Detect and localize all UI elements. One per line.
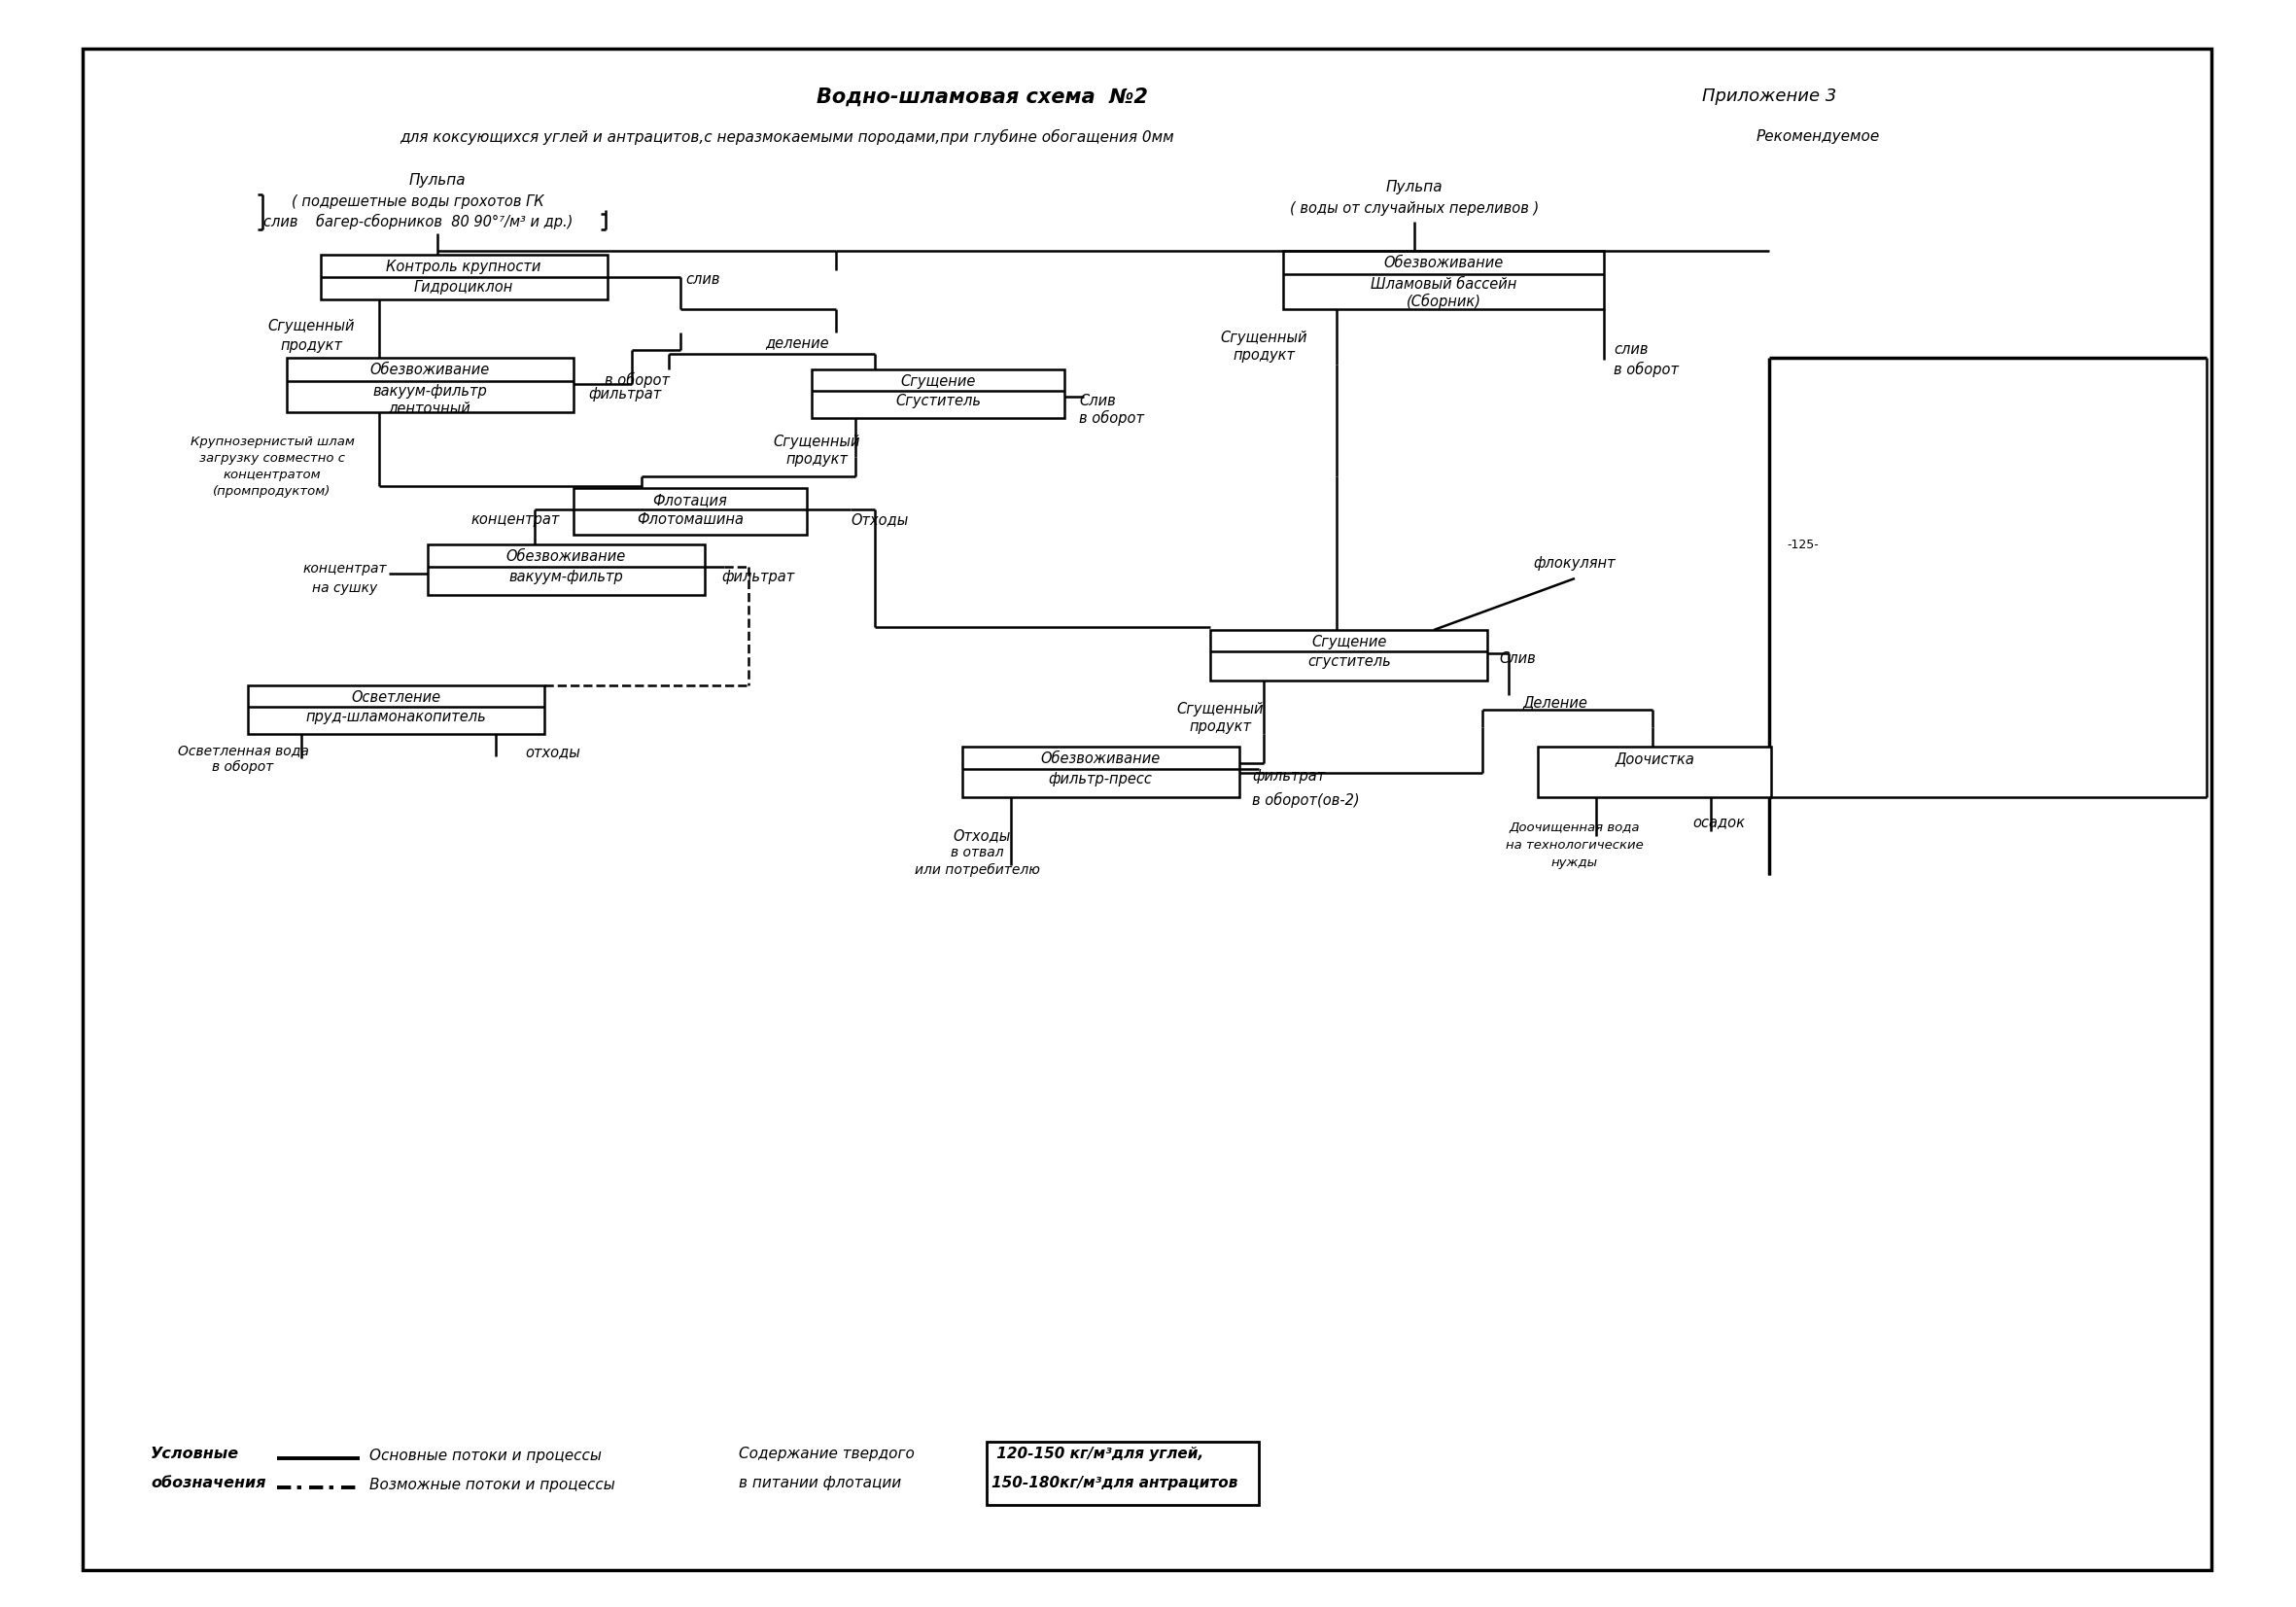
Text: флокулянт: флокулянт xyxy=(1534,556,1616,570)
Text: концентратом: концентратом xyxy=(223,469,321,480)
Text: 150-180кг/м³для антрацитов: 150-180кг/м³для антрацитов xyxy=(992,1475,1238,1490)
Text: (Сборник): (Сборник) xyxy=(1405,294,1481,309)
Text: Обезвоживание: Обезвоживание xyxy=(1040,752,1159,767)
Bar xyxy=(321,254,608,299)
Text: Содержание твердого: Содержание твердого xyxy=(739,1446,914,1461)
Text: деление: деление xyxy=(765,336,829,350)
Text: Шламовый бассейн: Шламовый бассейн xyxy=(1371,276,1518,291)
Text: продукт: продукт xyxy=(1233,349,1295,363)
Text: Пульпа: Пульпа xyxy=(1387,180,1442,194)
Text: отходы: отходы xyxy=(526,744,581,759)
Text: ( воды от случайных переливов ): ( воды от случайных переливов ) xyxy=(1290,201,1538,215)
Bar xyxy=(1210,630,1488,680)
Text: Осветление: Осветление xyxy=(351,691,441,705)
Text: -125-: -125- xyxy=(1786,538,1818,551)
Text: ленточный: ленточный xyxy=(388,402,471,416)
Text: Флотация: Флотация xyxy=(652,493,728,508)
Text: ( подрешетные воды грохотов ГК: ( подрешетные воды грохотов ГК xyxy=(292,194,544,209)
Bar xyxy=(427,545,705,595)
Text: Приложение 3: Приложение 3 xyxy=(1701,87,1837,104)
Text: Доочистка: Доочистка xyxy=(1614,752,1694,767)
Bar xyxy=(248,685,544,734)
Text: Сгуститель: Сгуститель xyxy=(895,394,980,408)
Text: Обезвоживание: Обезвоживание xyxy=(370,363,489,378)
Text: Пульпа: Пульпа xyxy=(409,174,466,188)
Text: пруд-шламонакопитель: пруд-шламонакопитель xyxy=(305,710,487,725)
Text: Сгущение: Сгущение xyxy=(1311,635,1387,649)
Text: фильтрат: фильтрат xyxy=(721,570,794,585)
Text: Деление: Деление xyxy=(1522,696,1589,710)
Text: нужды: нужды xyxy=(1552,857,1598,869)
Text: вакуум-фильтр: вакуум-фильтр xyxy=(372,384,487,399)
Text: Сгущенный: Сгущенный xyxy=(269,318,354,334)
Text: Сгущение: Сгущение xyxy=(900,374,976,389)
Text: Слив: Слив xyxy=(1079,394,1116,408)
Text: Возможные потоки и процессы: Возможные потоки и процессы xyxy=(370,1478,615,1493)
Text: в оборот: в оборот xyxy=(604,373,668,387)
Text: на технологические: на технологические xyxy=(1506,839,1644,852)
Text: продукт: продукт xyxy=(280,339,342,354)
Text: фильтрат: фильтрат xyxy=(588,387,661,402)
Bar xyxy=(987,1441,1258,1504)
Text: в оборот: в оборот xyxy=(1079,410,1143,426)
Text: слив: слив xyxy=(684,272,721,286)
Text: Обезвоживание: Обезвоживание xyxy=(1384,256,1504,270)
Text: Доочищенная вода: Доочищенная вода xyxy=(1508,821,1639,834)
Text: Гидроциклон: Гидроциклон xyxy=(413,280,514,294)
Text: Осветленная вода: Осветленная вода xyxy=(177,744,308,757)
Text: концентрат: концентрат xyxy=(303,562,388,575)
Text: сгуститель: сгуститель xyxy=(1306,654,1391,669)
Text: Сгущенный: Сгущенный xyxy=(1219,331,1306,346)
Text: вакуум-фильтр: вакуум-фильтр xyxy=(507,570,622,585)
Bar xyxy=(813,370,1065,418)
Bar xyxy=(574,489,806,535)
Text: продукт: продукт xyxy=(1189,720,1251,734)
Text: Отходы: Отходы xyxy=(850,513,909,527)
Text: Сгущенный: Сгущенный xyxy=(1176,702,1263,717)
Text: Рекомендуемое: Рекомендуемое xyxy=(1756,129,1880,145)
Text: фильтрат: фильтрат xyxy=(1251,770,1325,784)
Text: Условные: Условные xyxy=(152,1446,239,1461)
Text: Контроль крупности: Контроль крупности xyxy=(386,260,542,275)
Text: загрузку совместно с: загрузку совместно с xyxy=(200,452,344,464)
Bar xyxy=(287,358,574,413)
Text: Основные потоки и процессы: Основные потоки и процессы xyxy=(370,1448,602,1462)
Text: в оборот: в оборот xyxy=(211,760,273,775)
Bar xyxy=(1538,747,1770,797)
Text: Слив: Слив xyxy=(1499,651,1536,665)
Text: на сушку: на сушку xyxy=(312,582,379,595)
Text: Сгущенный: Сгущенный xyxy=(774,434,861,448)
Text: в оборот: в оборот xyxy=(1614,362,1678,378)
Text: слив: слив xyxy=(1614,342,1649,357)
Text: в отвал: в отвал xyxy=(951,845,1003,860)
Text: Крупнозернистый шлам: Крупнозернистый шлам xyxy=(191,435,354,448)
Bar xyxy=(1283,251,1605,309)
Text: для коксующихся углей и антрацитов,с неразмокаемыми породами,при глубине обогаще: для коксующихся углей и антрацитов,с нер… xyxy=(400,129,1176,145)
Text: слив    багер-сборников  80 90°⁷/м³ и др.): слив багер-сборников 80 90°⁷/м³ и др.) xyxy=(264,214,572,230)
Text: или потребителю: или потребителю xyxy=(914,863,1040,877)
Text: продукт: продукт xyxy=(785,452,847,466)
Text: обозначения: обозначения xyxy=(152,1475,266,1490)
Text: в оборот(ов-2): в оборот(ов-2) xyxy=(1251,792,1359,808)
Text: Отходы: Отходы xyxy=(953,828,1010,844)
Text: Водно-шламовая схема  №2: Водно-шламовая схема №2 xyxy=(815,87,1148,108)
Text: 120-150 кг/м³для углей,: 120-150 кг/м³для углей, xyxy=(992,1446,1203,1461)
Text: Обезвоживание: Обезвоживание xyxy=(505,550,625,564)
Text: в питании флотации: в питании флотации xyxy=(739,1475,902,1490)
Text: осадок: осадок xyxy=(1692,815,1745,829)
Text: концентрат: концентрат xyxy=(471,513,560,527)
Text: Флотомашина: Флотомашина xyxy=(636,513,744,527)
Bar xyxy=(962,747,1240,797)
Text: (промпродуктом): (промпродуктом) xyxy=(214,485,331,498)
Text: фильтр-пресс: фильтр-пресс xyxy=(1049,771,1153,786)
